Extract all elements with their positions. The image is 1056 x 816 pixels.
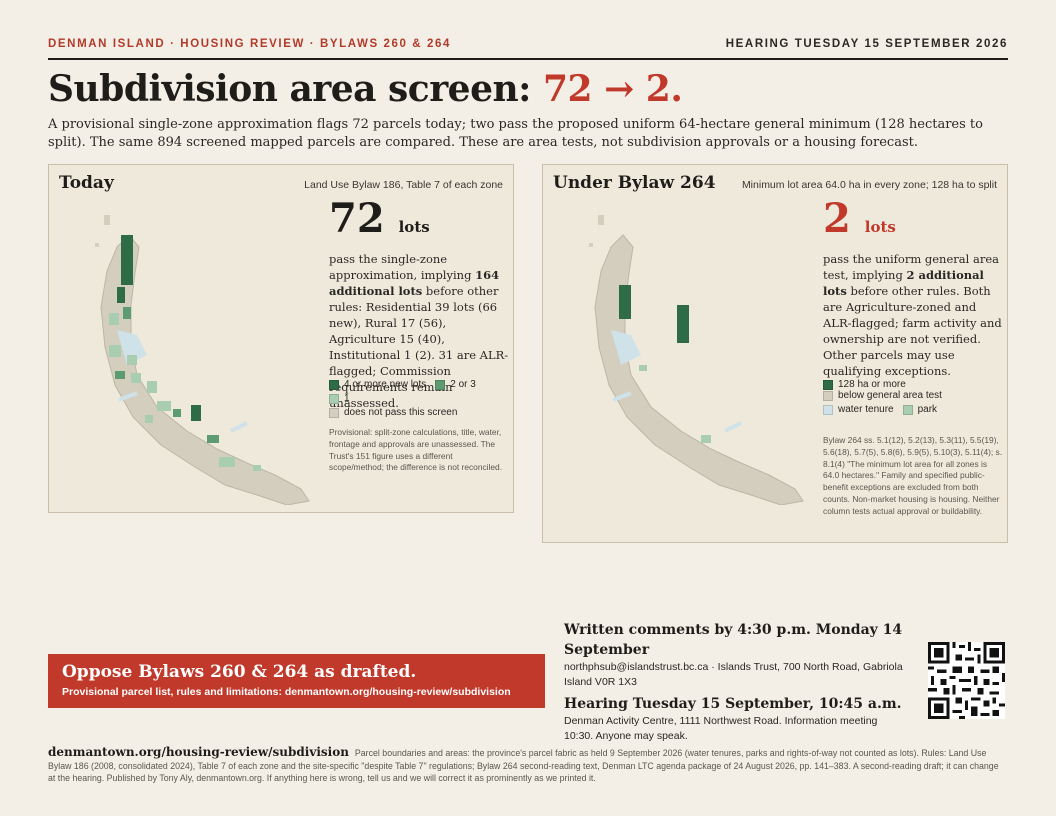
- cta-link-text[interactable]: Provisional parcel list, rules and limit…: [62, 686, 511, 698]
- kicker: DENMAN ISLAND · HOUSING REVIEW · BYLAWS …: [48, 38, 451, 50]
- headline-numbers: 72 → 2.: [542, 68, 683, 110]
- cta-banner: Oppose Bylaws 260 & 264 as drafted. Prov…: [48, 654, 545, 708]
- count-today: 72 lots: [329, 197, 509, 249]
- footer-sources: Parcel boundaries and areas: the provinc…: [48, 748, 999, 783]
- cta-title: Oppose Bylaws 260 & 264 as drafted.: [62, 662, 417, 682]
- legend-item-2or3: 2 or 3: [435, 379, 476, 390]
- count-unit-today: lots: [398, 218, 430, 236]
- stat-desc-bylaw-264-1: pass the uniform general area test, impl…: [823, 252, 999, 282]
- stat-desc-bylaw-264: pass the uniform general area test, impl…: [823, 251, 1003, 379]
- legend-item-128ha: 128 ha or more: [823, 379, 906, 390]
- legend-item-park: park: [902, 404, 937, 415]
- stat-bylaw-264: 2 lots pass the uniform general area tes…: [823, 197, 1003, 379]
- comments-detail[interactable]: northphsub@islandstrust.bc.ca · Islands …: [564, 661, 903, 688]
- stat-desc-today-bold: 164 additional lots: [329, 268, 500, 298]
- legend-bylaw-264: 128 ha or more below general area test w…: [823, 379, 1001, 418]
- hearing-detail: Denman Activity Centre, 1111 Northwest R…: [564, 715, 878, 742]
- stat-desc-today-2: before other rules: Residential 39 lots …: [329, 284, 509, 410]
- top-rule: DENMAN ISLAND · HOUSING REVIEW · BYLAWS …: [48, 38, 1008, 60]
- count-bylaw-264: 2 lots: [823, 197, 1003, 249]
- panel-title-bylaw-264: Under Bylaw 264: [553, 173, 716, 193]
- comments-deadline: Written comments by 4:30 p.m. Monday 14 …: [564, 622, 903, 658]
- panel-title-today: Today: [59, 173, 114, 193]
- legend-item-water-tenure: water tenure: [823, 404, 894, 415]
- legend-item-below: below general area test: [823, 390, 942, 401]
- lede: A provisional single-zone approximation …: [48, 117, 983, 150]
- count-value-today: 72: [329, 195, 385, 242]
- count-unit-bylaw-264: lots: [864, 218, 896, 236]
- note-today: Provisional: split-zone calculations, ti…: [329, 427, 503, 473]
- stat-desc-today-1: pass the single-zone approximation, impl…: [329, 252, 476, 282]
- legend-item-does-not-pass: does not pass this screen: [329, 407, 457, 418]
- count-value-bylaw-264: 2: [823, 195, 851, 242]
- headline: Subdivision area screen: 72 → 2.: [48, 68, 683, 110]
- footer: denmantown.org/housing-review/subdivisio…: [48, 746, 1008, 785]
- stat-desc-bylaw-264-2: before other rules. Both are Agriculture…: [823, 284, 1002, 378]
- island-map-today: [95, 215, 310, 505]
- note-bylaw-264: Bylaw 264 ss. 5.1(12), 5.2(13), 5.3(11),…: [823, 435, 1003, 516]
- stat-today: 72 lots pass the single-zone approximati…: [329, 197, 509, 411]
- dates-block: Written comments by 4:30 p.m. Monday 14 …: [564, 620, 904, 748]
- legend-today: 4 or more new lots 2 or 3 1 does not pas…: [329, 379, 485, 421]
- island-map-bylaw-264: [589, 215, 804, 505]
- hearing-date-top: HEARING TUESDAY 15 SEPTEMBER 2026: [725, 38, 1008, 50]
- qr-code[interactable]: [928, 642, 1005, 719]
- panel-bylaw-264: Under Bylaw 264 Minimum lot area 64.0 ha…: [542, 164, 1008, 543]
- panel-subtitle-bylaw-264: Minimum lot area 64.0 ha in every zone; …: [741, 179, 997, 191]
- footer-site-link[interactable]: denmantown.org/housing-review/subdivisio…: [48, 745, 349, 759]
- panel-subtitle-today: Land Use Bylaw 186, Table 7 of each zone: [304, 179, 503, 191]
- panel-today: Today Land Use Bylaw 186, Table 7 of eac…: [48, 164, 514, 513]
- legend-item-1: 1: [329, 393, 350, 404]
- headline-text: Subdivision area screen:: [48, 68, 543, 110]
- stat-desc-bylaw-264-bold: 2 additional lots: [823, 268, 984, 298]
- legend-item-4plus: 4 or more new lots: [329, 379, 426, 390]
- stat-desc-today: pass the single-zone approximation, impl…: [329, 251, 509, 411]
- hearing-heading: Hearing Tuesday 15 September, 10:45 a.m.: [564, 696, 902, 712]
